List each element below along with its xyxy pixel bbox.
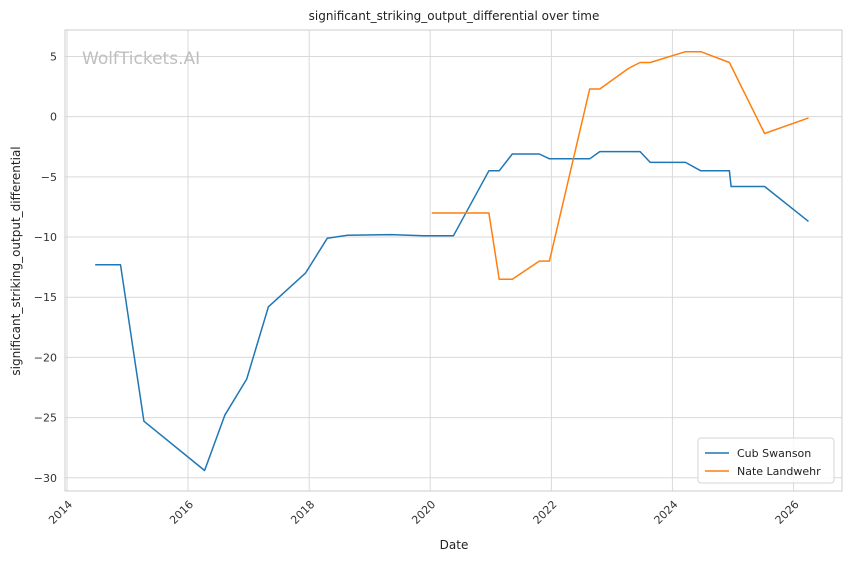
x-tick-label: 2026 <box>773 498 802 527</box>
x-axis-label: Date <box>440 538 469 552</box>
series-lines <box>95 50 809 472</box>
y-tick-label: −25 <box>34 412 57 425</box>
y-tick-label: 5 <box>50 50 57 63</box>
plot-area <box>64 29 843 492</box>
x-tick-label: 2024 <box>652 498 681 527</box>
legend-box <box>697 437 835 484</box>
y-tick-label: −10 <box>34 231 57 244</box>
x-tick-label: 2020 <box>409 498 438 527</box>
series-line-cub-swanson <box>95 150 809 472</box>
x-tick-label: 2016 <box>167 498 196 527</box>
legend-label-nate-landwehr: Nate Landwehr <box>737 465 821 478</box>
y-axis-ticks: 5 0 −5 −10 −15 −20 −25 −30 <box>34 50 57 484</box>
x-tick-label: 2014 <box>46 498 75 527</box>
watermark-text: WolfTickets.AI <box>82 49 200 69</box>
x-tick-label: 2022 <box>531 498 560 527</box>
y-tick-label: −15 <box>34 291 57 304</box>
y-axis-label: significant_striking_output_differential <box>9 146 23 375</box>
series-line-nate-landwehr <box>431 50 809 280</box>
x-axis-ticks: 2014 2016 2018 2020 2022 2024 2026 <box>46 498 802 527</box>
grid-lines <box>65 30 842 491</box>
y-tick-label: −5 <box>41 171 57 184</box>
chart-title: significant_striking_output_differential… <box>309 9 600 23</box>
y-tick-label: −30 <box>34 472 57 485</box>
legend: Cub Swanson Nate Landwehr <box>697 437 835 484</box>
legend-label-cub-swanson: Cub Swanson <box>737 447 811 460</box>
x-tick-label: 2018 <box>288 498 317 527</box>
y-tick-label: −20 <box>34 351 57 364</box>
y-tick-label: 0 <box>50 111 57 124</box>
